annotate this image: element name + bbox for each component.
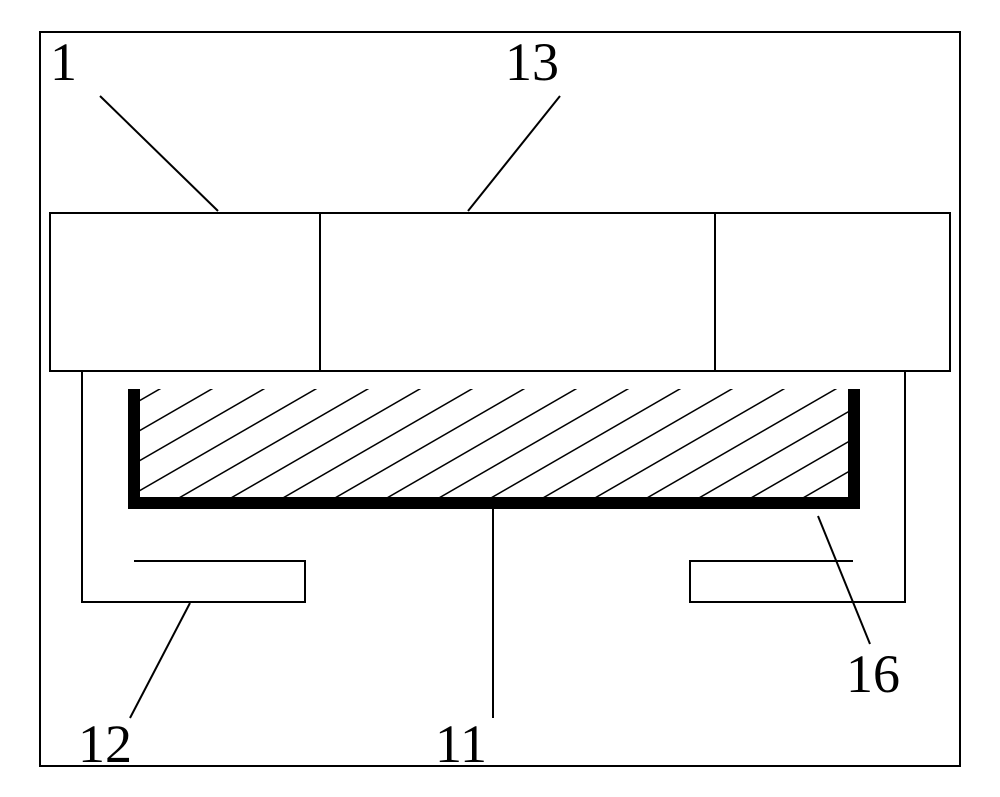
label-13: 13 bbox=[505, 32, 559, 92]
label-16: 16 bbox=[846, 644, 900, 704]
hatched-region bbox=[134, 389, 854, 503]
leader-line-1 bbox=[100, 96, 218, 211]
label-11: 11 bbox=[435, 714, 487, 774]
top-row-box bbox=[50, 213, 950, 371]
technical-diagram: 1 13 12 11 16 bbox=[0, 0, 1000, 797]
label-1: 1 bbox=[50, 32, 77, 92]
leader-line-16 bbox=[818, 516, 870, 644]
leader-line-13 bbox=[468, 96, 560, 211]
leader-line-12 bbox=[130, 603, 190, 718]
label-12: 12 bbox=[78, 714, 132, 774]
